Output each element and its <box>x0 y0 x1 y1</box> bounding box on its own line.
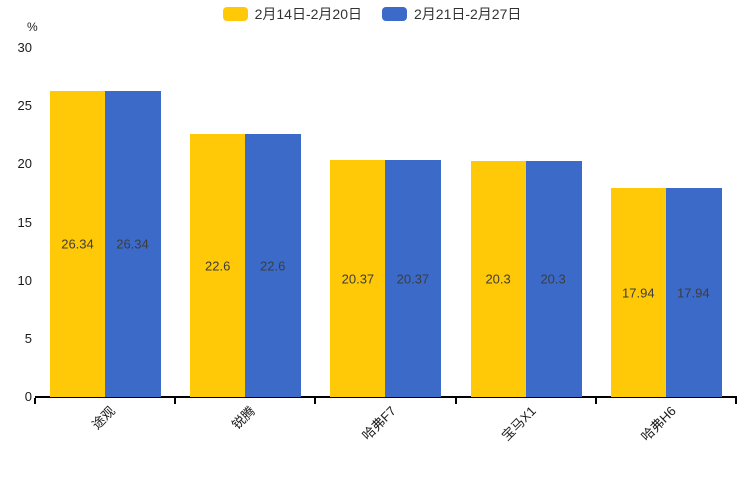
x-category-label: 宝马X1 <box>498 403 539 444</box>
bar-宝马X1-series2[interactable] <box>525 160 582 397</box>
bar-value-label: 20.3 <box>485 271 511 287</box>
x-axis-tick <box>34 398 36 404</box>
bar-value-label: 20.3 <box>540 271 566 287</box>
chart-legend: 2月14日-2月20日 2月21日-2月27日 <box>0 7 744 21</box>
x-category-label: 哈弗F7 <box>358 403 399 444</box>
bar-锐腾-series1[interactable] <box>190 134 246 397</box>
y-tick-label: 20 <box>17 156 32 172</box>
bar-value-label: 20.37 <box>396 271 430 286</box>
legend-item-period2[interactable]: 2月21日-2月27日 <box>382 7 521 21</box>
y-tick-label: 5 <box>24 330 32 346</box>
y-tick-label: 10 <box>17 272 32 288</box>
legend-item-period1[interactable]: 2月14日-2月20日 <box>222 6 362 22</box>
bar-锐腾-series2[interactable] <box>245 134 302 397</box>
x-axis-line <box>35 396 737 398</box>
bar-哈弗H6-series2[interactable] <box>665 188 722 397</box>
bar-value-label: 17.94 <box>677 285 710 301</box>
y-tick-label: 30 <box>17 40 32 55</box>
legend-swatch-period2 <box>382 7 407 21</box>
bar-value-label: 26.34 <box>116 236 149 252</box>
y-tick-label: 15 <box>17 214 32 230</box>
bar-哈弗F7-series2[interactable] <box>385 160 442 397</box>
y-tick-label: 0 <box>24 389 32 404</box>
x-category-label: 哈弗H6 <box>638 403 679 445</box>
bar-value-label: 22.6 <box>260 258 286 274</box>
bar-宝马X1-series1[interactable] <box>470 160 526 397</box>
x-axis-tick <box>314 398 317 404</box>
x-category-label: 锐腾 <box>229 403 259 433</box>
x-axis-tick <box>594 398 597 404</box>
legend-swatch-period1 <box>222 7 248 21</box>
bar-value-label: 22.6 <box>205 258 231 274</box>
bar-value-label: 26.34 <box>61 236 94 252</box>
bar-哈弗F7-series1[interactable] <box>330 160 386 397</box>
bar-途观-series1[interactable] <box>50 90 105 397</box>
y-tick-label: 25 <box>17 98 32 114</box>
y-axis-unit-label: % <box>27 20 38 34</box>
x-axis-tick <box>735 398 737 404</box>
x-category-label: 途观 <box>88 403 118 433</box>
bar-哈弗H6-series1[interactable] <box>610 188 666 397</box>
bar-途观-series2[interactable] <box>105 90 161 397</box>
x-axis-tick <box>174 398 177 404</box>
x-axis-tick <box>454 398 457 404</box>
bar-value-label: 20.37 <box>341 271 375 286</box>
bar-value-label: 17.94 <box>622 285 655 301</box>
legend-label-period2: 2月21日-2月27日 <box>414 6 522 22</box>
legend-label-period1: 2月14日-2月20日 <box>254 6 362 22</box>
